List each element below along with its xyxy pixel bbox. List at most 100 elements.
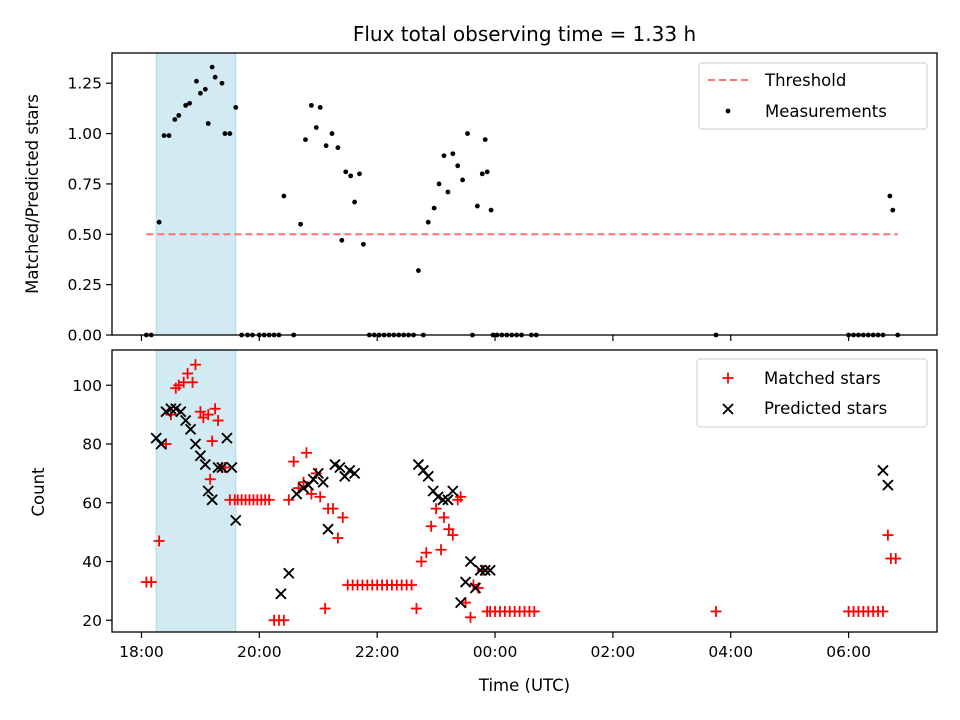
measurement-point <box>194 78 199 84</box>
predicted-star-point <box>317 476 329 488</box>
measurement-point <box>450 151 456 157</box>
measurements-legend-swatch <box>725 108 731 114</box>
matched-star-point <box>420 547 432 559</box>
measurement-point <box>479 171 485 177</box>
matched-legend-swatch <box>722 372 734 384</box>
measurement-point <box>183 102 189 108</box>
count-ytick-label: 80 <box>82 436 102 454</box>
measurement-point <box>460 177 466 183</box>
count-ytick-label: 60 <box>82 494 102 512</box>
matched-star-point <box>425 520 437 532</box>
ratio-ytick-label: 0.25 <box>67 276 102 294</box>
matched-star-point <box>890 553 902 565</box>
measurement-point <box>308 102 314 108</box>
measurement-point <box>219 80 225 86</box>
measurement-point <box>281 193 287 199</box>
measurement-point <box>202 86 208 92</box>
matched-star-point <box>283 494 295 506</box>
ratio-panel-ylabel: Matched/Predicted stars <box>23 94 42 294</box>
measurement-point <box>425 219 431 225</box>
measurement-point <box>313 125 319 130</box>
matched-star-point <box>288 456 300 468</box>
measurement-point <box>187 100 192 106</box>
predicted-star-point <box>422 470 434 482</box>
predicted-star-point <box>175 406 187 418</box>
count-xtick-label: 20:00 <box>237 643 282 661</box>
measurement-point <box>357 171 362 177</box>
ratio-panel-legend: Threshold Measurements <box>698 62 928 130</box>
measurement-point <box>436 181 442 187</box>
predicted-star-point <box>283 567 295 579</box>
matched-star-point <box>165 409 177 421</box>
measurements-legend-label: Measurements <box>765 102 887 121</box>
measurement-point <box>298 221 303 227</box>
measurement-point <box>441 153 447 159</box>
predicted-star-point <box>334 461 346 474</box>
predicted-legend-swatch <box>722 403 734 415</box>
matched-star-point <box>263 494 275 506</box>
predicted-star-point <box>474 564 486 576</box>
matched-star-point <box>410 603 422 614</box>
ratio-shaded-interval <box>155 52 237 336</box>
matched-star-point <box>278 614 290 626</box>
matched-star-point <box>298 476 310 488</box>
matched-star-point <box>710 605 722 617</box>
matched-star-point <box>202 409 214 421</box>
measurement-point <box>227 131 233 136</box>
measurement-point <box>172 117 178 122</box>
matched-star-point <box>187 376 199 388</box>
matched-star-point <box>464 611 476 623</box>
count-legend-box <box>696 358 928 428</box>
ratio-panel-frame <box>111 52 938 336</box>
count-panel: 20 40 60 80 100 18:00 20:00 22:00 00:00 02:00 04:0… <box>29 349 938 695</box>
count-xtick-label: 02:00 <box>591 643 636 661</box>
matched-star-point <box>189 359 201 371</box>
ratio-legend-box <box>698 62 928 130</box>
measurement-point <box>445 189 451 195</box>
threshold-legend-label: Threshold <box>764 71 846 90</box>
measurement-point <box>166 133 172 138</box>
predicted-star-point <box>464 555 477 568</box>
measurement-point <box>335 145 341 151</box>
measurement-point <box>303 137 308 143</box>
measurement-point <box>233 104 239 110</box>
measurement-point <box>488 207 494 213</box>
matched-star-point <box>415 556 427 567</box>
measurement-point <box>212 74 218 80</box>
predicted-star-point <box>206 494 218 506</box>
predicted-star-point <box>877 464 889 477</box>
count-ytick-label: 100 <box>72 377 102 395</box>
matched-star-point <box>206 435 218 447</box>
measurement-point <box>482 137 488 143</box>
predicted-star-point <box>484 564 496 576</box>
predicted-star-point <box>184 423 197 435</box>
predicted-star-point <box>469 582 482 594</box>
matched-star-point <box>528 605 540 617</box>
ratio-ytick-label: 0.75 <box>67 175 102 193</box>
predicted-star-point <box>882 479 894 491</box>
matched-star-point <box>406 579 418 591</box>
count-shaded-interval <box>155 349 237 633</box>
count-xtick-label: 00:00 <box>473 643 518 661</box>
matched-star-point <box>455 491 467 503</box>
measurement-point <box>474 203 480 209</box>
measurement-point <box>209 64 215 70</box>
predicted-star-point <box>322 523 334 535</box>
matched-star-point <box>337 511 349 523</box>
count-panel-xlabel: Time (UTC) <box>478 676 570 695</box>
predicted-star-point <box>165 403 177 415</box>
count-panel-ylabel: Count <box>29 467 48 517</box>
ratio-ytick-label: 1.25 <box>67 75 102 93</box>
measurement-point <box>329 131 335 136</box>
measurement-point <box>339 237 345 243</box>
measurement-point <box>197 90 203 96</box>
predicted-star-point <box>348 467 361 480</box>
matched-star-point <box>204 473 216 485</box>
count-xtick-label: 04:00 <box>708 643 753 661</box>
predicted-star-point <box>226 461 238 474</box>
matched-star-point <box>332 532 344 544</box>
matched-star-point <box>447 529 459 541</box>
predicted-star-point <box>437 494 449 506</box>
matched-star-point <box>430 503 442 515</box>
